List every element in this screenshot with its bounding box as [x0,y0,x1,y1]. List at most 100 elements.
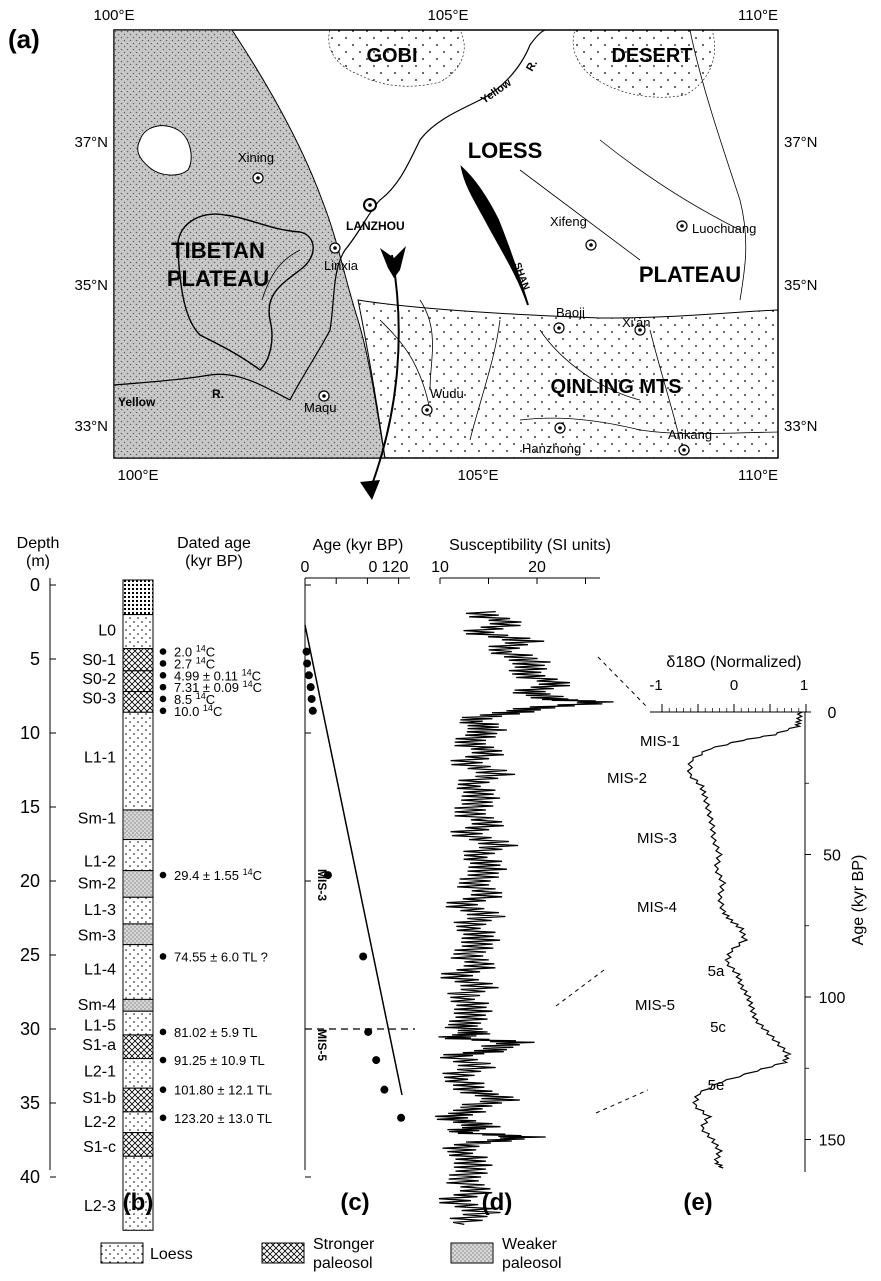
unit-label: S0-3 [82,690,116,707]
arrow-head [360,480,380,500]
yellow-river [113,29,546,401]
label-loess: LOESS [468,138,543,163]
city-wudu: Wudu [430,386,464,401]
date-label: 2.7 14C [174,655,215,671]
date-dot [159,1056,167,1064]
substage-5a: 5a [708,963,725,980]
rivers [261,29,779,441]
dated-age-unit: (kyr BP) [185,553,243,570]
date-dot [159,671,167,679]
strat-unit-L1-2 [122,839,154,872]
topsoil-unit [122,579,154,616]
city-marker-dot [322,394,326,398]
depth-tick-label: 25 [20,945,40,965]
strat-unit-L1-4 [122,944,154,1000]
susceptibility-curve [435,610,614,1226]
city-marker-dot [557,326,561,330]
date-dot [159,1114,167,1122]
label-river-r-left: R. [212,387,224,401]
strat-unit-S1-b [122,1087,154,1113]
strat-unit-Sm-1 [122,809,154,841]
date-dot [159,1086,167,1093]
date-dot [159,707,167,715]
city-xining: Xining [238,150,274,165]
panel-e-y-tick-label: 150 [819,1133,846,1150]
unit-label: Sm-1 [78,810,116,827]
mis-1: MIS-1 [640,733,680,750]
plateau-contour [177,213,314,371]
age-depth-point [306,683,315,692]
legend-weak-label-2: paleosol [502,1255,562,1272]
strat-unit-S0-1 [122,648,154,672]
age-depth-point [323,871,332,880]
lon-tick-top-100: 100°E [93,7,134,24]
lon-tick-top-110: 110°E [738,7,778,24]
depth-tick-label: 15 [20,797,40,817]
lat-tick-left-35: 35°N [74,277,108,294]
city-marker-dot [558,426,562,430]
unit-label: L1-3 [84,902,116,919]
city-maqu: Maqu [304,400,337,415]
age-depth-point [304,671,313,680]
depth-tick-label: 40 [20,1167,40,1187]
date-dot [159,660,167,667]
lat-tick-right-35: 35°N [784,277,818,294]
strat-unit-L1-5 [122,1010,154,1036]
panel-e-ticks: 0 50 100 150 [661,704,846,1150]
label-desert: DESERT [611,45,692,67]
legend-weak-label-1: Weaker [502,1236,558,1253]
mis-2: MIS-2 [607,770,647,787]
strat-unit-S1-a [122,1034,154,1060]
panel-e-y-tick-label: 100 [819,990,846,1007]
panel-e-xlabel: δ18O (Normalized) [666,654,801,671]
lat-tick-right-37: 37°N [784,134,818,151]
mis-5: MIS-5 [635,997,675,1014]
panel-e-label: (e) [683,1189,712,1216]
lon-tick-bottom-100: 100°E [117,467,158,484]
mis-3: MIS-3 [637,830,677,847]
lon-tick-bottom-110: 110°E [738,467,778,484]
panel-e-d18o: δ18O (Normalized) -1 0 1 0 50 100 150 Age (… [607,654,867,1216]
correlation-line-5e [595,1089,649,1114]
panel-c-age-depth: Age (kyr BP) 0 0 120 MIS-3 MIS-5 (c) [301,537,415,1216]
strat-unit-Sm-2 [122,870,154,898]
depth-tick-label: 35 [20,1093,40,1113]
city-markers [252,172,690,456]
date-label: 7.31 ± 0.09 14C [174,679,262,695]
depth-ticks: 0 5 10 15 20 25 30 35 40 [20,575,56,1187]
unit-labels: L0 S0-1 S0-2 S0-3 L1-1 Sm-1 L1-2 Sm-2 L1-3 Sm-3 L1… [78,622,116,1215]
date-dot [159,1028,167,1036]
panel-e-tick-0: 0 [730,677,738,694]
date-dot [159,683,167,691]
panel-c-tick-mid: 0 [369,559,378,576]
date-label: 4.99 ± 0.11 14C [174,667,261,683]
unit-label: S1-a [82,1037,116,1054]
panel-d-ticks [439,578,586,584]
panel-e-ylabel: Age (kyr BP) [850,855,867,946]
unit-label: L2-3 [84,1198,116,1215]
date-label: 91.25 ± 10.9 TL [174,1053,265,1068]
city-marker-dot [425,408,429,412]
qinling-region [357,299,779,459]
date-dot [159,871,167,879]
city-marker-dot [638,328,642,332]
age-depth-point [307,694,316,703]
age-depth-points [302,647,406,1122]
panel-c-label: (c) [340,1189,369,1216]
substage-5e: 5e [708,1077,725,1094]
unit-label: L2-2 [84,1114,116,1131]
strat-unit-Sm-3 [122,923,154,946]
label-river-r-top: R. [524,58,540,74]
panel-b-stratigraphy: Depth (m) Dated age (kyr BP) 0 5 10 15 20 25 3… [17,535,272,1231]
depth-title: Depth [17,535,60,552]
liupanshan [460,165,529,306]
city-linxia: Linxia [324,258,359,273]
desert-region [572,29,715,98]
date-label: 74.55 ± 6.0 TL ? [174,949,268,964]
lat-tick-left-33: 33°N [74,418,108,435]
panel-e-tick-1: 1 [800,677,808,694]
panel-b-label: (b) [123,1189,154,1216]
age-depth-point [380,1085,389,1094]
date-label: 29.4 ± 1.55 14C [174,867,262,883]
